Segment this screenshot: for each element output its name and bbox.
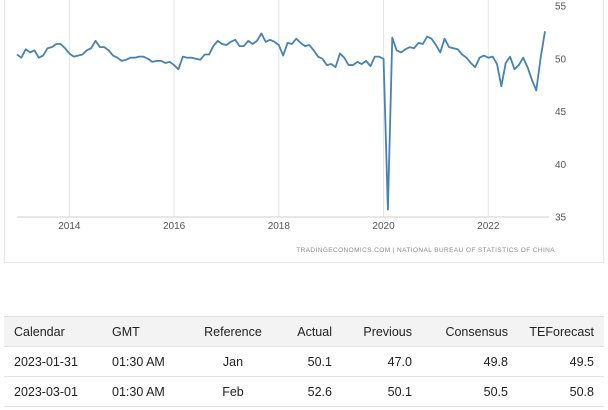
table-row: 2023-03-01 01:30 AM Feb 52.6 50.1 50.5 5… — [4, 376, 604, 407]
y-tick-label: 55 — [555, 2, 567, 13]
cell-reference: Jan — [186, 346, 280, 377]
cell-teforecast: 49.5 — [518, 346, 604, 377]
header-calendar: Calendar — [4, 316, 102, 347]
cell-actual: 52.6 — [280, 376, 342, 407]
cell-consensus: 50.5 — [422, 376, 518, 407]
cell-date: 2023-03-01 — [4, 376, 102, 407]
cell-teforecast: 50.8 — [518, 376, 604, 407]
cell-previous: 47.0 — [342, 346, 422, 377]
header-reference: Reference — [186, 316, 280, 347]
header-consensus: Consensus — [422, 316, 518, 347]
header-teforecast: TEForecast — [518, 316, 604, 347]
cell-time: 01:30 AM — [102, 376, 186, 407]
table-header-row: Calendar GMT Reference Actual Previous C… — [4, 316, 604, 347]
x-tick-label: 2020 — [372, 221, 395, 232]
header-actual: Actual — [280, 316, 342, 347]
cell-date: 2023-01-31 — [4, 346, 102, 377]
cell-reference: Feb — [186, 376, 280, 407]
y-tick-label: 45 — [555, 107, 567, 118]
header-gmt: GMT — [102, 316, 186, 347]
chart-panel: 2014 2016 2018 2020 2022 55 50 45 40 35 TRADINGECO… — [4, 0, 604, 263]
x-tick-label: 2022 — [477, 221, 500, 232]
cell-consensus: 49.8 — [422, 346, 518, 377]
x-tick-label: 2014 — [58, 221, 81, 232]
y-tick-label: 50 — [555, 54, 567, 65]
calendar-table: Calendar GMT Reference Actual Previous C… — [4, 316, 604, 407]
x-tick-label: 2018 — [268, 221, 291, 232]
pmi-line-chart: 2014 2016 2018 2020 2022 55 50 45 40 35 TRADINGECO… — [16, 0, 567, 254]
source-credit: TRADINGECONOMICS.COM | NATIONAL BUREAU O… — [296, 247, 555, 254]
cell-actual: 50.1 — [280, 346, 342, 377]
x-tick-label: 2016 — [163, 221, 186, 232]
y-tick-label: 35 — [555, 213, 567, 224]
y-tick-label: 40 — [555, 160, 567, 171]
header-previous: Previous — [342, 316, 422, 347]
cell-previous: 50.1 — [342, 376, 422, 407]
cell-time: 01:30 AM — [102, 346, 186, 377]
table-row: 2023-01-31 01:30 AM Jan 50.1 47.0 49.8 4… — [4, 346, 604, 377]
series-line — [16, 31, 546, 211]
